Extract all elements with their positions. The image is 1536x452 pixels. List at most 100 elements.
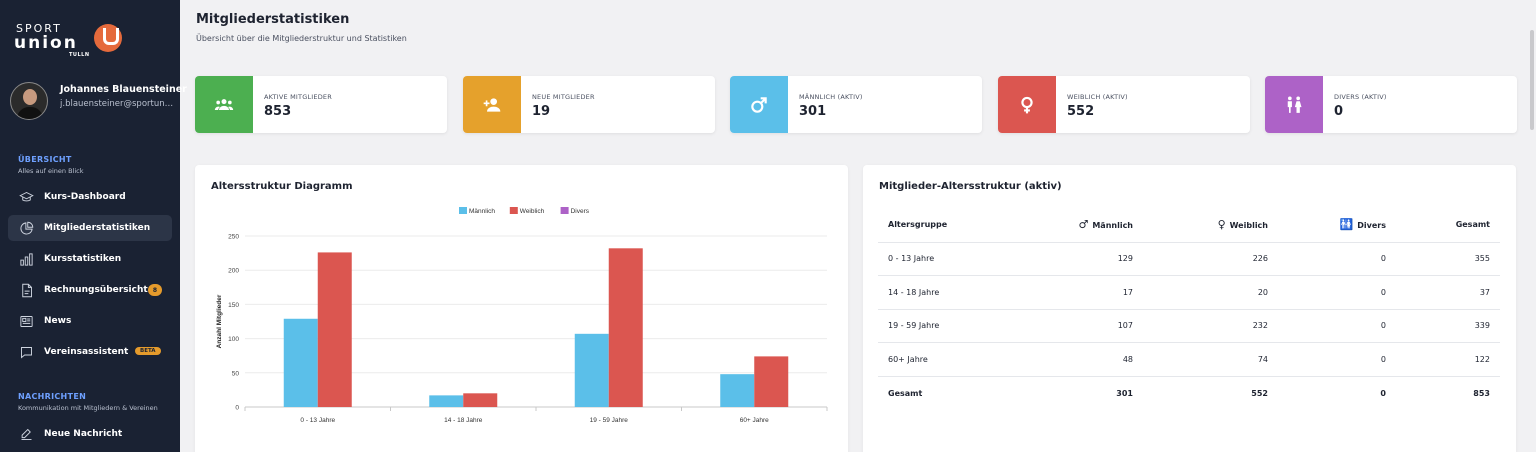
user-profile[interactable]: Johannes Blauensteiner j.blauensteiner@s…	[10, 82, 187, 122]
chart-panel-title: Altersstruktur Diagramm	[211, 181, 353, 192]
y-tick-label: 0	[235, 405, 239, 412]
col-header-diverse: 🚻 Divers	[1278, 208, 1396, 243]
bar-männlich	[429, 395, 464, 407]
sidebar-item-vereinsassistent[interactable]: Vereinsassistent BETA	[8, 339, 172, 365]
sidebar-item-neue-nachricht[interactable]: Neue Nachricht	[8, 421, 172, 447]
y-tick-label: 50	[232, 370, 240, 377]
table-row: 0 - 13 Jahre 129 226 0 355	[878, 242, 1500, 276]
sidebar-item-rechnungsuebersicht[interactable]: Rechnungsübersicht 8	[8, 277, 172, 303]
cell-total: 339	[1396, 309, 1500, 343]
sidebar-item-label: Neue Nachricht	[44, 429, 123, 439]
scrollbar-thumb[interactable]	[1530, 30, 1534, 130]
restroom-icon: 🚻	[1339, 218, 1354, 232]
cell-age-group: 14 - 18 Jahre	[878, 275, 1018, 310]
cell-female: 226	[1143, 242, 1278, 276]
cell-female: 20	[1143, 275, 1278, 310]
stat-value: 552	[1067, 104, 1095, 119]
bar-chart-icon	[18, 251, 34, 267]
female-icon: ♀	[1217, 218, 1226, 232]
cell-diverse: 0	[1278, 342, 1396, 377]
age-structure-chart-panel: Altersstruktur Diagramm 0 50 100 150 200 250 A…	[195, 165, 848, 452]
table-row: 60+ Jahre 48 74 0 122	[878, 342, 1500, 377]
legend-label-weiblich: Weiblich	[520, 208, 545, 215]
x-tick-label: 60+ Jahre	[740, 417, 769, 424]
avatar	[10, 82, 48, 120]
cell-male: 107	[1018, 309, 1143, 343]
stat-label: DIVERS (AKTIV)	[1334, 93, 1387, 101]
cell-age-group: 60+ Jahre	[878, 342, 1018, 377]
stat-value: 301	[799, 104, 827, 119]
col-header-female-label: Weiblich	[1229, 221, 1268, 231]
stat-value: 0	[1334, 104, 1344, 119]
section-subtitle-overview: Alles auf einen Blick	[18, 167, 84, 175]
sportunion-logo[interactable]: SPORT union TULLN	[14, 22, 122, 58]
bar-weiblich	[463, 393, 498, 407]
legend-swatch-männlich	[459, 207, 467, 214]
col-header-female: ♀ Weiblich	[1143, 208, 1278, 243]
sidebar-item-label: Mitgliederstatistiken	[44, 223, 151, 233]
page-title: Mitgliederstatistiken	[196, 12, 350, 27]
sidebar: SPORT union TULLN Johannes Blauensteiner…	[0, 0, 187, 452]
stat-value: 19	[532, 104, 551, 119]
legend-swatch-weiblich	[509, 207, 518, 214]
y-tick-label: 100	[228, 336, 239, 343]
sidebar-item-kurs-dashboard[interactable]: Kurs-Dashboard	[8, 184, 172, 210]
y-tick-label: 200	[228, 268, 239, 275]
cell-age-group: 0 - 13 Jahre	[878, 242, 1018, 276]
cell-diverse: 0	[1278, 309, 1396, 343]
table-row: 19 - 59 Jahre 107 232 0 339	[878, 309, 1500, 343]
cell-diverse: 0	[1278, 242, 1396, 276]
y-tick-label: 150	[228, 302, 239, 309]
newspaper-icon	[18, 313, 34, 329]
cell-total-male: 301	[1116, 388, 1133, 398]
table-total-row: Gesamt 301 552 0 853	[878, 376, 1500, 410]
stat-label: AKTIVE MITGLIEDER	[264, 93, 332, 101]
logo-u-icon	[94, 24, 122, 52]
sidebar-item-label: Vereinsassistent	[44, 347, 129, 357]
stat-card-diverse-active: DIVERS (AKTIV) 0	[1265, 76, 1517, 133]
y-axis-label: Anzahl Mitglieder	[216, 294, 223, 348]
cell-male: 48	[1018, 342, 1143, 377]
table-row: 14 - 18 Jahre 17 20 0 37	[878, 275, 1500, 310]
male-icon	[730, 76, 788, 133]
sidebar-item-kursstatistiken[interactable]: Kursstatistiken	[8, 246, 172, 272]
cell-female: 74	[1143, 342, 1278, 377]
age-structure-table-panel: Mitglieder-Altersstruktur (aktiv) Alters…	[863, 165, 1516, 452]
legend-label-divers: Divers	[571, 208, 590, 215]
logo-union-text: union	[14, 33, 78, 53]
x-tick-label: 0 - 13 Jahre	[300, 417, 335, 424]
section-title-messages: NACHRICHTEN	[18, 392, 87, 401]
section-title-overview: ÜBERSICHT	[18, 155, 72, 164]
legend-swatch-divers	[560, 207, 569, 214]
age-structure-bar-chart: 0 50 100 150 200 250 Anzahl Mitglieder 0 - 13 J…	[216, 207, 828, 424]
stat-card-active-members: AKTIVE MITGLIEDER 853	[195, 76, 447, 133]
cell-male: 17	[1018, 275, 1143, 310]
cell-total-label: Gesamt	[888, 388, 923, 398]
cell-female: 232	[1143, 309, 1278, 343]
cell-total: 122	[1396, 342, 1500, 377]
bar-männlich	[283, 318, 318, 407]
sidebar-item-mitgliederstatistiken[interactable]: Mitgliederstatistiken	[8, 215, 172, 241]
col-header-diverse-label: Divers	[1357, 221, 1386, 231]
bar-männlich	[720, 374, 755, 407]
sidebar-item-label: Kurs-Dashboard	[44, 192, 126, 202]
graduation-cap-icon	[18, 189, 34, 205]
y-tick-label: 250	[228, 234, 239, 241]
logo-sport-text: SPORT	[16, 22, 62, 35]
section-subtitle-messages: Kommunikation mit Mitgliedern & Vereinen	[18, 404, 158, 412]
page-scrollbar[interactable]	[1528, 0, 1536, 452]
bar-weiblich	[317, 252, 352, 407]
cell-total-female: 552	[1251, 388, 1268, 398]
stat-label: NEUE MITGLIEDER	[532, 93, 595, 101]
users-icon	[195, 76, 253, 133]
cell-age-group: 19 - 59 Jahre	[878, 309, 1018, 343]
table-panel-title: Mitglieder-Altersstruktur (aktiv)	[879, 181, 1062, 192]
stat-card-female-active: WEIBLICH (AKTIV) 552	[998, 76, 1250, 133]
bar-weiblich	[754, 356, 789, 407]
x-tick-label: 14 - 18 Jahre	[444, 417, 483, 424]
restroom-icon	[1265, 76, 1323, 133]
col-header-male: ♂ Männlich	[1018, 208, 1143, 243]
bar-männlich	[574, 333, 609, 407]
sidebar-item-news[interactable]: News	[8, 308, 172, 334]
cell-male: 129	[1018, 242, 1143, 276]
